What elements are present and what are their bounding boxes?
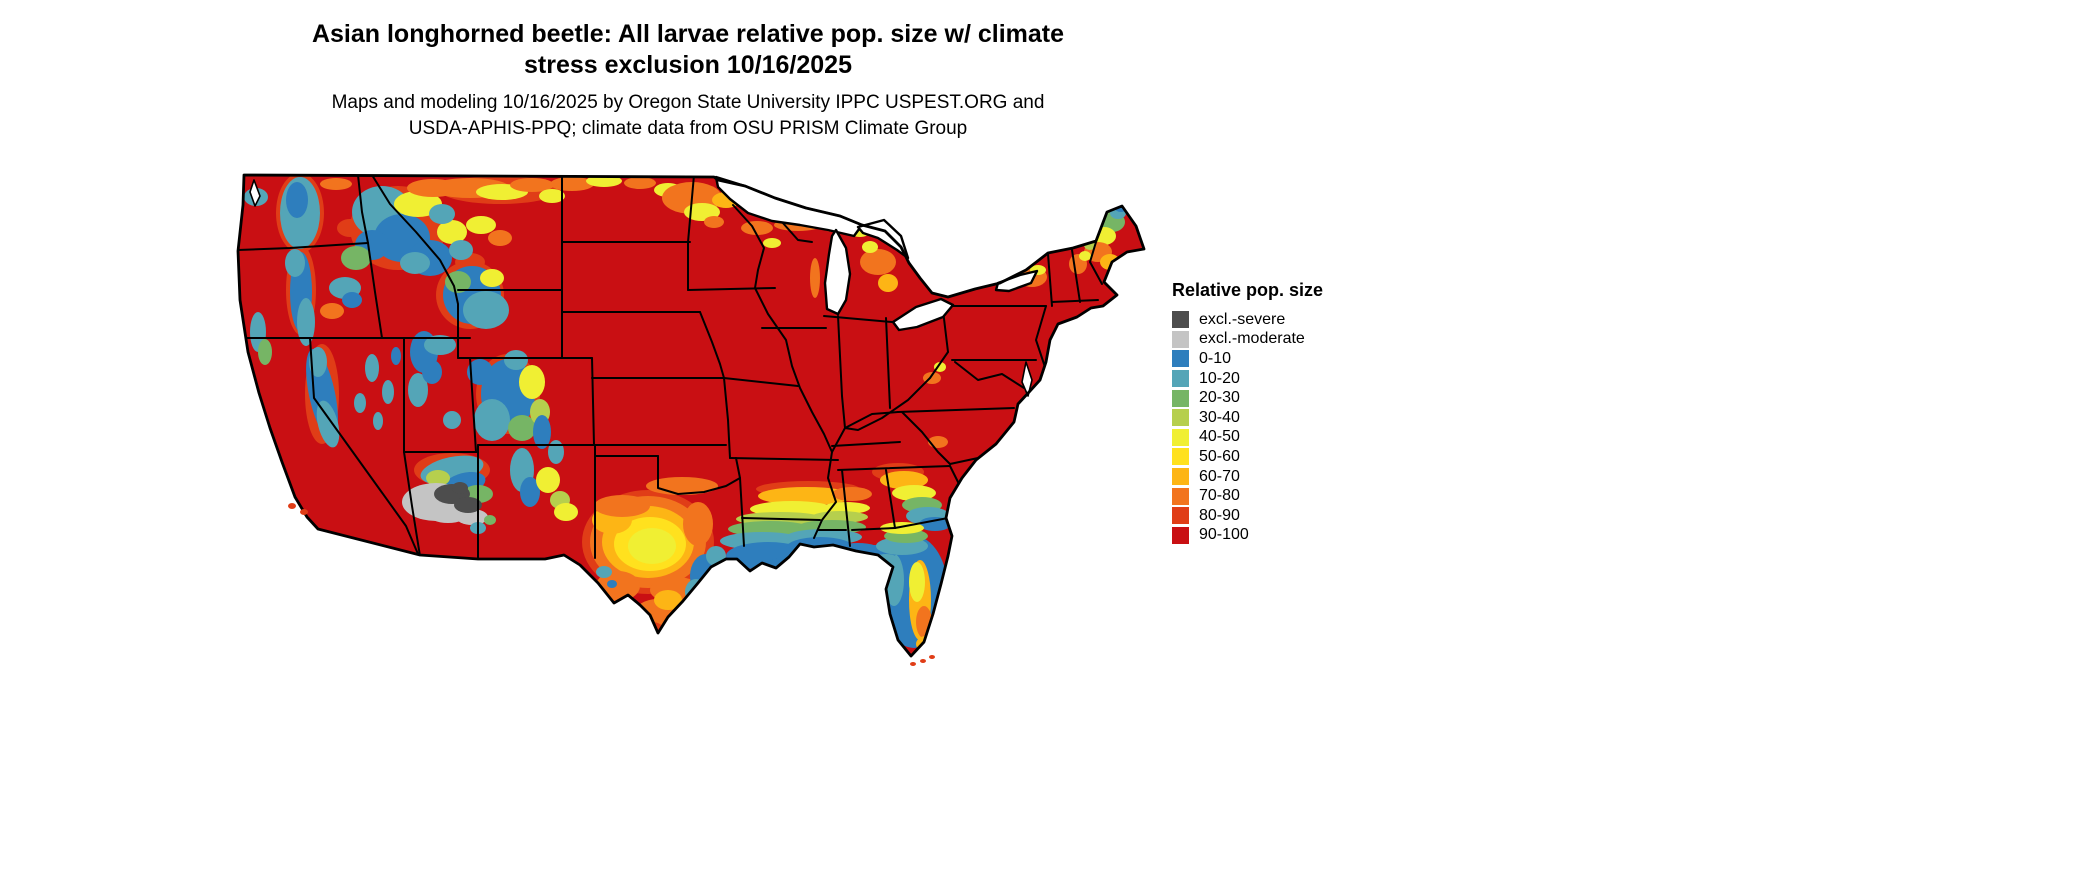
figure-title: Asian longhorned beetle: All larvae rela… [0, 19, 1376, 81]
lake-ontario [994, 269, 1039, 293]
figure-title-line1: Asian longhorned beetle: All larvae rela… [311, 20, 1065, 48]
legend-swatch-60-70 [1172, 468, 1189, 486]
lake-huron [856, 218, 910, 260]
legend-label: 10-20 [1199, 369, 1240, 387]
legend-label: 50-60 [1199, 447, 1240, 465]
legend-label: 0-10 [1199, 349, 1232, 367]
great-lakes [249, 175, 1039, 397]
legend-swatch-10-20 [1172, 370, 1189, 388]
legend-entry: 0-10 [1172, 349, 1323, 369]
lake-erie [891, 297, 955, 332]
legend-label: 70-80 [1199, 487, 1240, 505]
legend-label: 60-70 [1199, 467, 1240, 485]
legend-entry: 10-20 [1172, 369, 1323, 389]
legend-swatch-20-30 [1172, 389, 1189, 407]
legend-swatch-90-100 [1172, 526, 1189, 544]
legend-label: 30-40 [1199, 408, 1240, 426]
legend-title: Relative pop. size [1172, 280, 1324, 300]
legend-label: 40-50 [1199, 428, 1240, 446]
legend-entry: 40-50 [1172, 428, 1323, 448]
legend-label: 20-30 [1199, 389, 1240, 407]
legend-entry: 50-60 [1172, 447, 1323, 467]
state-borders [238, 175, 1103, 561]
figure-title-line2: stress exclusion 10/16/2025 [523, 51, 852, 79]
legend-entry: 70-80 [1172, 486, 1323, 506]
legend-entry: 80-90 [1172, 506, 1323, 526]
legend-swatch-50-60 [1172, 448, 1189, 466]
legend: Relative pop. size excl.-severe excl.-mo… [1172, 280, 1323, 545]
offshore-islands [288, 503, 935, 666]
legend-entry: 90-100 [1172, 526, 1323, 546]
legend-entry: 60-70 [1172, 467, 1323, 487]
legend-swatch-excl-moderate [1172, 330, 1189, 348]
figure-subtitle-line2: USDA-APHIS-PPQ; climate data from OSU PR… [408, 118, 968, 139]
legend-label: excl.-severe [1199, 310, 1286, 328]
legend-swatch-0-10 [1172, 350, 1189, 368]
legend-swatch-70-80 [1172, 487, 1189, 505]
map-raster [238, 175, 1144, 656]
legend-swatch-30-40 [1172, 409, 1189, 427]
lake-michigan [823, 228, 852, 316]
figure-subtitle-line1: Maps and modeling 10/16/2025 by Oregon S… [331, 92, 1045, 113]
national-border [236, 173, 1146, 658]
figure-subtitle: Maps and modeling 10/16/2025 by Oregon S… [0, 90, 1376, 142]
legend-swatch-excl-severe [1172, 311, 1189, 329]
legend-label: 80-90 [1199, 506, 1240, 524]
legend-entry: excl.-moderate [1172, 330, 1323, 350]
legend-swatch-80-90 [1172, 507, 1189, 525]
legend-entry: 30-40 [1172, 408, 1323, 428]
legend-entry: 20-30 [1172, 388, 1323, 408]
chesapeake-bay [1021, 361, 1033, 397]
legend-entry: excl.-severe [1172, 310, 1323, 330]
puget-sound [249, 179, 261, 207]
legend-label: 90-100 [1199, 526, 1249, 544]
legend-swatch-40-50 [1172, 428, 1189, 446]
legend-label: excl.-moderate [1199, 330, 1305, 348]
